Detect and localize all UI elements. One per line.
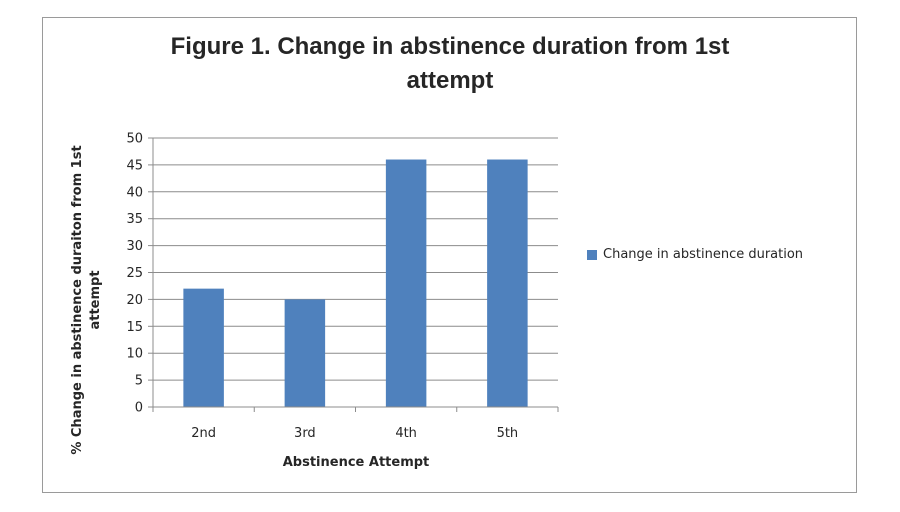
legend-label: Change in abstinence duration [603, 247, 804, 262]
y-tick-label: 25 [126, 266, 143, 281]
y-tick-label: 15 [126, 320, 143, 335]
y-tick-label: 20 [126, 293, 143, 308]
chart-title-line2: attempt [406, 67, 494, 94]
x-tick-label: 2nd [191, 426, 216, 441]
bar-2nd [183, 288, 224, 407]
y-tick-label: 10 [126, 347, 143, 362]
y-tick-label: 5 [135, 374, 143, 389]
bars [183, 159, 528, 407]
y-tick-label: 45 [126, 158, 143, 173]
x-tick-label: 5th [497, 426, 519, 441]
legend-swatch [587, 249, 597, 260]
y-tick-label: 0 [135, 401, 143, 416]
x-tick-label: 3rd [294, 426, 316, 441]
y-tick-label: 35 [126, 212, 143, 227]
chart-title: Figure 1. Change in abstinence duration … [0, 30, 900, 98]
y-tick-label: 30 [126, 239, 143, 254]
bar-5th [487, 159, 528, 407]
x-axis-title: Abstinence Attempt [283, 455, 430, 470]
y-tick-label: 40 [126, 185, 143, 200]
y-axis-title-line2: attempt [88, 270, 103, 329]
y-tick-label: 50 [126, 132, 143, 147]
y-axis-title-line1: % Change in abstinence duraiton from 1st [70, 145, 85, 454]
axes [148, 137, 559, 412]
x-tick-label: 4th [395, 426, 417, 441]
legend: Change in abstinence duration [587, 247, 803, 262]
bar-4th [385, 159, 427, 407]
chart-title-line1: Figure 1. Change in abstinence duration … [170, 33, 730, 60]
bar-3rd [284, 299, 326, 407]
chart-frame [42, 17, 857, 493]
tick-labels: 0 5 10 15 20 25 30 35 40 45 50 2nd 3rd 4th 5th [126, 132, 518, 442]
